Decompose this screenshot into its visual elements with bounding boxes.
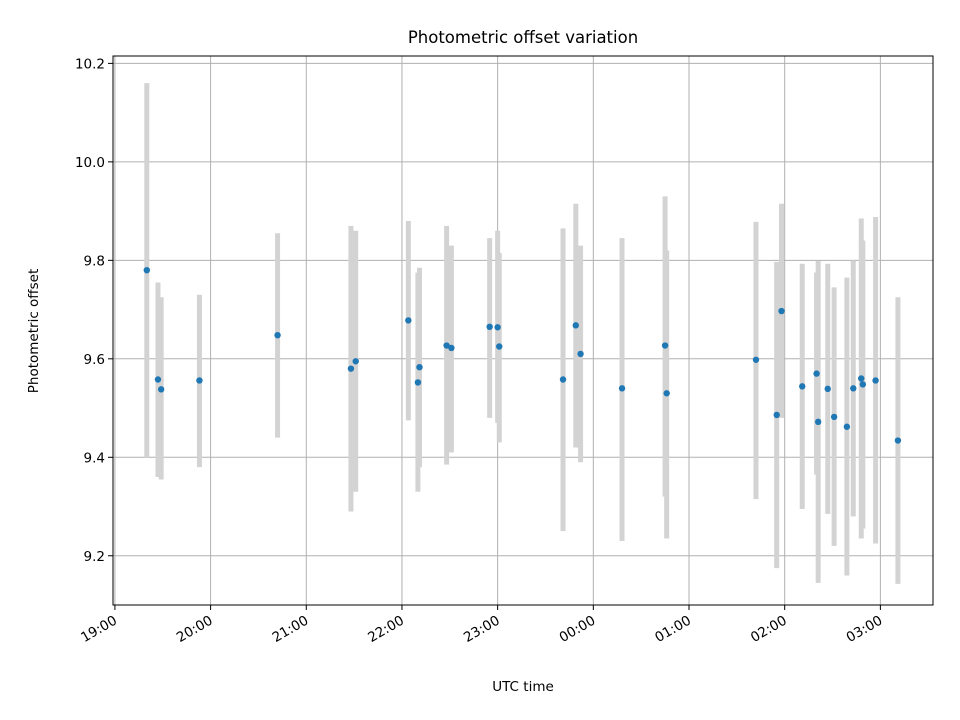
data-point (830, 413, 838, 421)
data-point (352, 358, 359, 365)
plot-frame (112, 55, 934, 606)
data-point (559, 376, 567, 383)
data-point (858, 375, 865, 382)
data-point (859, 381, 867, 388)
data-point (661, 342, 669, 349)
data-point (872, 377, 879, 384)
data-point (157, 386, 165, 393)
y-tick-label: 10.2 (75, 56, 105, 72)
data-point (618, 385, 626, 392)
y-tick-label: 9.2 (84, 549, 105, 565)
data-point (494, 324, 501, 331)
data-point (196, 377, 203, 384)
data-point (813, 370, 820, 377)
data-point (416, 363, 423, 371)
data-point (663, 390, 670, 397)
y-axis-label: Photometric offset (26, 269, 42, 393)
data-point (154, 376, 162, 383)
data-point (405, 317, 412, 324)
x-axis-label: UTC time (492, 679, 554, 695)
data-point (143, 266, 151, 274)
data-point (443, 342, 450, 349)
data-point (496, 343, 503, 350)
data-point (824, 385, 831, 393)
data-point (752, 356, 760, 363)
data-point (799, 383, 806, 390)
data-point (773, 411, 780, 419)
y-tick-label: 9.6 (84, 352, 105, 368)
data-point (274, 331, 281, 339)
data-point (414, 379, 422, 386)
data-point (814, 418, 822, 426)
y-tick-label: 10.0 (75, 155, 105, 171)
y-tick-label: 9.4 (84, 450, 105, 466)
data-point (843, 423, 851, 430)
data-point (577, 350, 584, 358)
chart-title: Photometric offset variation (408, 28, 638, 47)
data-point (894, 437, 902, 444)
y-tick-label: 9.8 (84, 253, 105, 269)
data-point (778, 307, 785, 315)
data-point (448, 344, 455, 352)
data-point (572, 322, 579, 329)
grid-layer (113, 56, 933, 605)
point-layer (143, 266, 902, 444)
data-point (347, 365, 355, 372)
data-point (850, 385, 857, 392)
data-point (486, 323, 493, 331)
